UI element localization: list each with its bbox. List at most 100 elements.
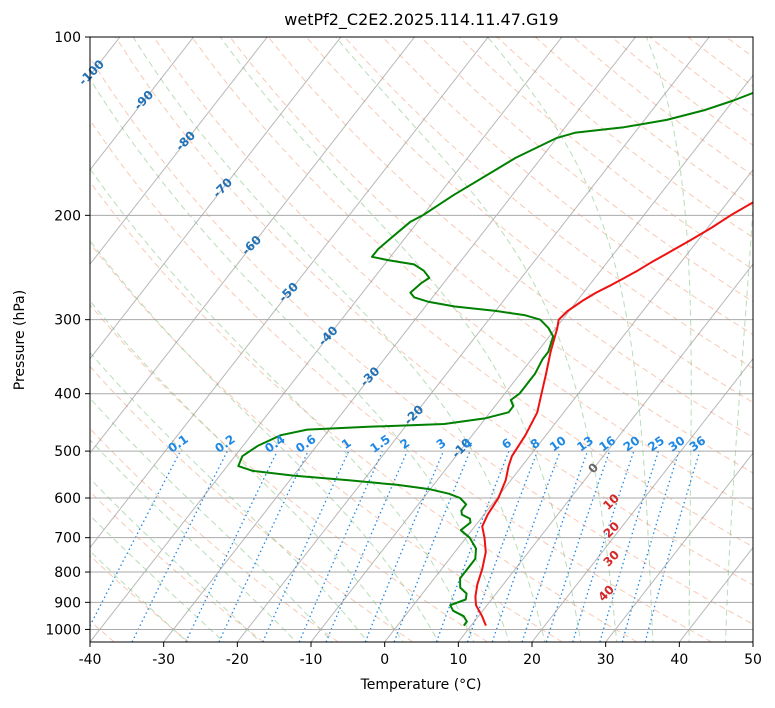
x-tick-label: -30 [152, 652, 175, 668]
moist-adiabat [90, 77, 510, 642]
moist-adiabat [90, 167, 475, 642]
y-tick-label: 600 [54, 491, 81, 507]
dry-adiabat [420, 37, 753, 303]
isotherm-label: -100 [76, 57, 107, 88]
dry-adiabat [90, 303, 488, 642]
x-tick-label: 0 [380, 652, 389, 668]
mixing-ratio-line [131, 450, 228, 642]
y-tick-label: 900 [54, 595, 81, 611]
moist-adiabat-label: 10 [600, 491, 622, 513]
chart-title: wetPf2_C2E2.2025.114.11.47.G19 [284, 10, 559, 29]
mixing-ratio-line [644, 450, 701, 642]
y-tick-label: 100 [54, 30, 81, 46]
mixing-ratio-label: 6 [499, 436, 514, 452]
moist-adiabat [90, 300, 404, 642]
moist-adiabat [335, 37, 618, 642]
y-tick-label: 300 [54, 313, 81, 329]
isotherm [90, 37, 563, 642]
mixing-ratio-label: 8 [528, 436, 543, 452]
mixing-ratio-label: 3 [434, 436, 449, 452]
background-lines [90, 37, 753, 642]
dry-adiabat [496, 37, 753, 239]
mixing-ratio-label: 2 [398, 436, 413, 452]
dry-adiabat [90, 242, 563, 642]
dry-adiabat [382, 37, 753, 336]
moist-adiabat [219, 37, 582, 642]
profile-lines [237, 91, 753, 627]
isotherm [752, 641, 753, 642]
isotherm [531, 357, 753, 642]
y-tick-label: 1000 [45, 622, 81, 638]
mixing-ratio-line [572, 450, 635, 642]
moist-adiabat [132, 37, 546, 642]
isotherm [90, 37, 415, 454]
mixing-ratio-line [545, 450, 611, 642]
moist-adiabat [487, 37, 654, 642]
mixing-ratio-line [521, 450, 589, 642]
x-axis-label: Temperature (°C) [360, 677, 482, 693]
x-tick-label: 20 [523, 652, 541, 668]
x-tick-label: -40 [79, 652, 102, 668]
isotherm [384, 168, 753, 642]
dry-adiabat [90, 181, 638, 642]
moist-adiabat [725, 198, 753, 642]
x-tick-label: -20 [226, 652, 249, 668]
mixing-ratio-line [218, 450, 309, 642]
x-tick-label: 30 [597, 652, 615, 668]
axes: -40 -30 -20 -10 0 10 20 30 40 5010020030040050060… [45, 30, 762, 668]
isoline-labels: -100-90-80-70-60-50-40-30-20-100.1 0.2 0.4… [76, 57, 708, 604]
isotherm-label: -70 [210, 175, 235, 200]
moist-adiabat [645, 37, 692, 642]
mixing-ratio-label: 1.5 [367, 432, 392, 456]
isotherm-label: -30 [357, 364, 382, 389]
y-tick-label: 200 [54, 208, 81, 224]
moist-adiabat [90, 478, 261, 642]
mixing-ratio-label: 0.1 [165, 432, 190, 456]
mixing-ratio-line [90, 450, 181, 628]
dry-adiabat [153, 37, 753, 548]
y-tick-label: 500 [54, 444, 81, 460]
mixing-ratio-line [364, 450, 445, 642]
isotherm [605, 452, 753, 642]
mixing-ratio-line [491, 450, 561, 642]
isotherm [90, 37, 121, 77]
isotherm [0, 37, 46, 642]
isotherm [90, 37, 194, 171]
dry-adiabat [305, 37, 753, 403]
pressure-grid [0, 37, 753, 642]
isotherm [90, 37, 489, 549]
mixing-ratio-line [185, 450, 278, 642]
isotherm [90, 37, 342, 360]
isotherm [236, 37, 710, 642]
dry-adiabat [687, 37, 753, 87]
dewpoint-line [237, 91, 753, 627]
mixing-ratio-label: 0.6 [293, 432, 318, 456]
moist-adiabat [90, 439, 297, 642]
dry-adiabat [90, 119, 712, 642]
dry-adiabat [534, 37, 753, 207]
x-tick-label: -10 [300, 652, 323, 668]
moist-adiabat [90, 351, 369, 642]
dry-adiabat [90, 56, 753, 625]
isotherm-label: -20 [401, 402, 426, 427]
y-tick-label: 700 [54, 531, 81, 547]
isotherm-label: -60 [239, 233, 264, 258]
dry-adiabat [229, 37, 753, 474]
isotherm-label: -50 [276, 280, 301, 305]
dry-adiabat [115, 37, 753, 586]
isotherm [310, 74, 753, 642]
isotherm [457, 263, 753, 642]
x-tick-label: 10 [449, 652, 467, 668]
mixing-ratio-line [435, 450, 510, 642]
moist-adiabat [90, 550, 189, 642]
moist-adiabat [90, 514, 225, 642]
dry-adiabat [191, 37, 753, 511]
plot-frame [89, 36, 754, 643]
temperature-line [474, 201, 753, 626]
dry-adiabat [90, 365, 414, 642]
dry-adiabat [267, 37, 753, 438]
x-tick-label: 50 [744, 652, 762, 668]
y-tick-label: 400 [54, 387, 81, 403]
dry-adiabat [90, 554, 190, 642]
